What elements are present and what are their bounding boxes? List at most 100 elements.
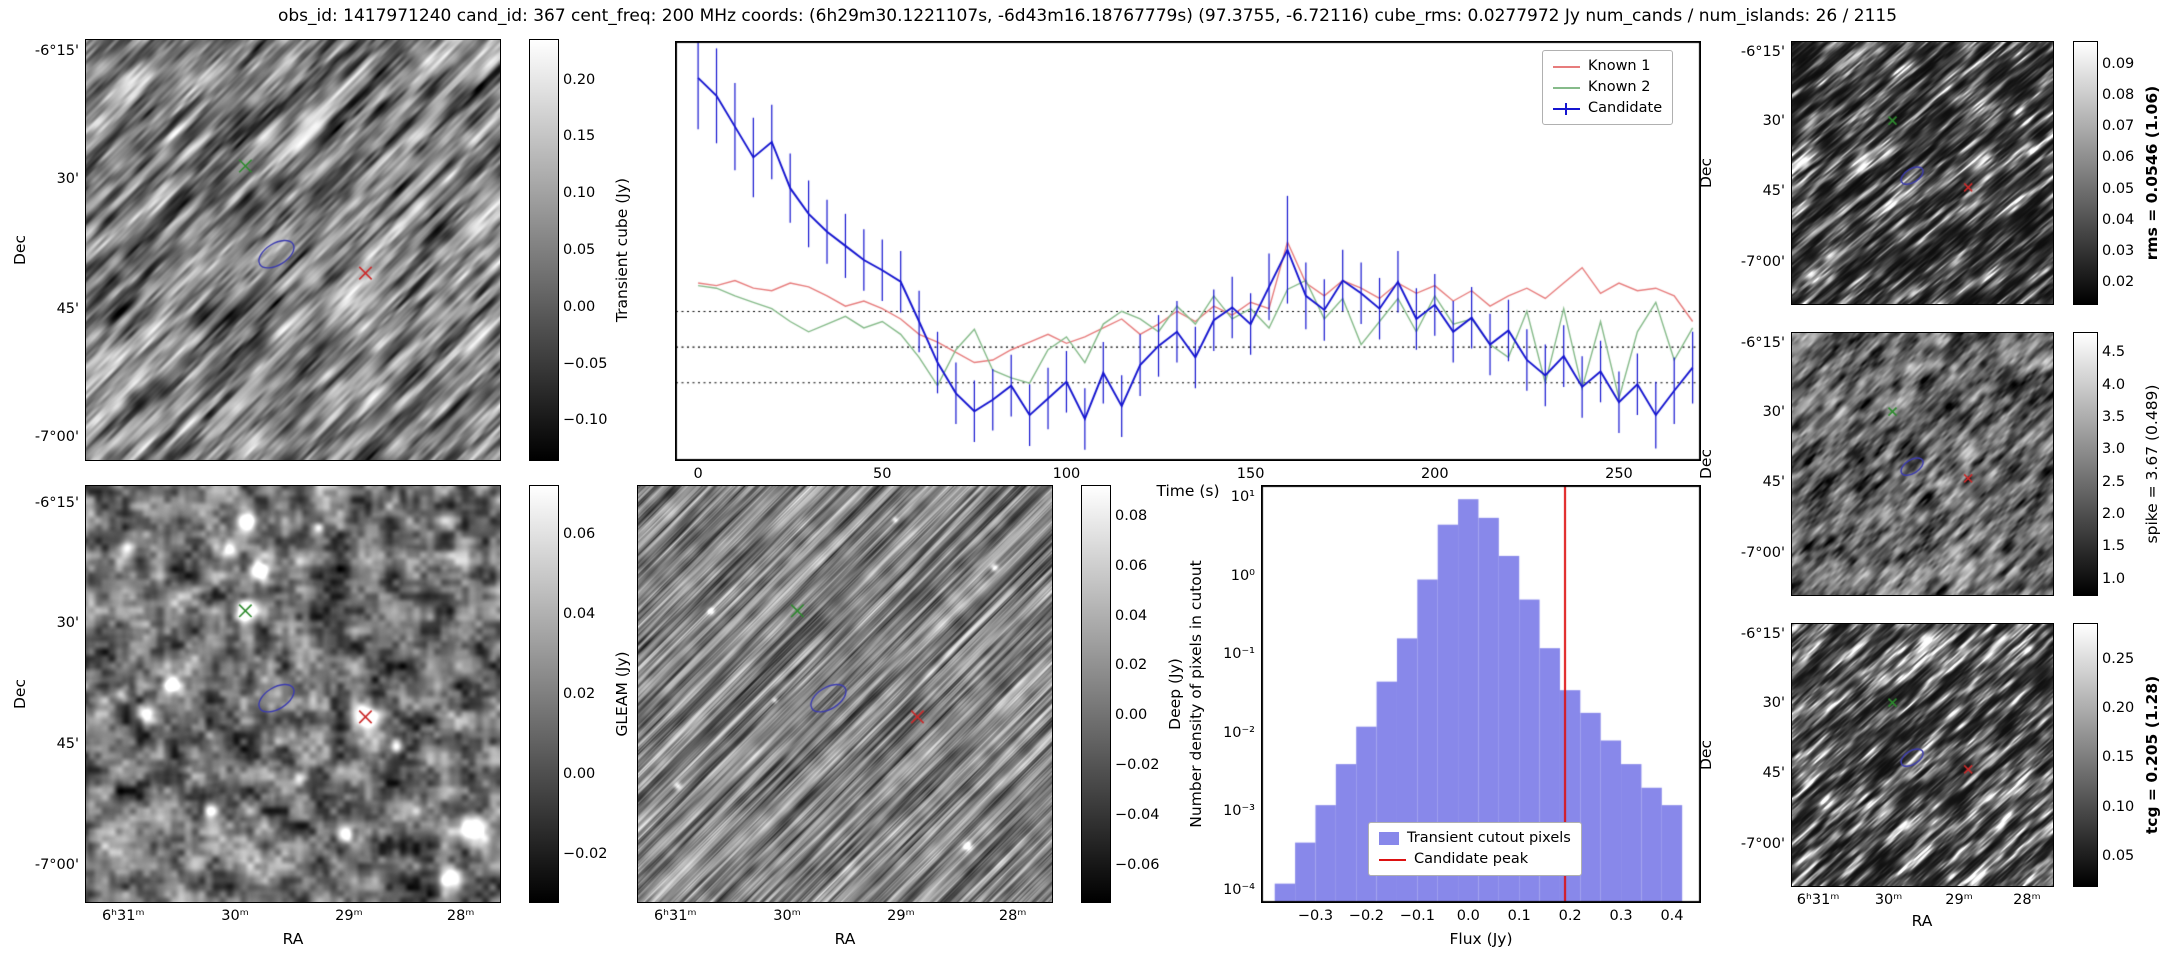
ra-tick-label: 28ᵐ bbox=[998, 908, 1027, 924]
legend-label-candidate-peak: Candidate peak bbox=[1414, 851, 1529, 867]
lightcurve-x-tick: 0 bbox=[693, 466, 703, 482]
histogram-patch-swatch bbox=[1379, 832, 1399, 845]
dec-tick-label: -7°00' bbox=[34, 856, 79, 873]
histogram-y-tick: 10⁻² bbox=[1223, 724, 1255, 741]
dec-tick-label: -6°15' bbox=[1740, 626, 1785, 643]
histogram-x-axis-label: Flux (Jy) bbox=[1449, 930, 1513, 948]
ra-tick-label: 29ᵐ bbox=[887, 908, 915, 924]
histogram-y-tick: 10⁻³ bbox=[1223, 803, 1255, 820]
ra-axis-label: RA bbox=[282, 930, 304, 948]
spike-cutout-image bbox=[1791, 332, 2054, 596]
deep-colorbar-tick: −0.04 bbox=[1115, 806, 1160, 823]
ra-tick-label: 28ᵐ bbox=[2013, 892, 2041, 908]
lightcurve-x-tick: 150 bbox=[1236, 466, 1265, 482]
ra-axis-label: RA bbox=[1911, 912, 1933, 930]
histogram-x-tick: 0.1 bbox=[1507, 908, 1531, 924]
candidate-errorbar-swatch bbox=[1553, 102, 1580, 115]
candidate-peak-line-swatch bbox=[1379, 858, 1406, 861]
tcg-colorbar-tick: 0.20 bbox=[2102, 700, 2135, 717]
rms-colorbar bbox=[2073, 41, 2098, 305]
known2-line-swatch bbox=[1553, 86, 1580, 89]
spike-colorbar-tick: 3.5 bbox=[2102, 409, 2126, 426]
legend-label-known1: Known 1 bbox=[1588, 58, 1651, 74]
histogram-x-tick: −0.3 bbox=[1297, 908, 1334, 924]
spike-colorbar-tick: 3.0 bbox=[2102, 441, 2126, 458]
dec-tick-label: -7°00' bbox=[1740, 836, 1785, 853]
dec-axis-label: Dec bbox=[1697, 740, 1715, 770]
ra-tick-label: 30ᵐ bbox=[1874, 892, 1903, 908]
legend-item-candidate: Candidate bbox=[1553, 98, 1662, 119]
rms-cutout-image bbox=[1791, 41, 2054, 305]
deep-colorbar-tick: 0.08 bbox=[1115, 507, 1148, 524]
dec-tick-label: -7°00' bbox=[1740, 545, 1785, 562]
transient-colorbar-tick: −0.10 bbox=[563, 412, 608, 429]
tcg-colorbar-tick: 0.15 bbox=[2102, 749, 2135, 766]
dec-tick-label: 45' bbox=[56, 300, 79, 317]
gleam-colorbar-tick: −0.02 bbox=[563, 846, 608, 862]
rms-colorbar-tick: 0.06 bbox=[2102, 149, 2135, 166]
histogram-x-tick: 0.3 bbox=[1609, 908, 1633, 924]
lightcurve-legend: Known 1 Known 2 Candidate bbox=[1542, 50, 1674, 125]
rms-colorbar-tick: 0.05 bbox=[2102, 180, 2135, 197]
transient-colorbar-label: Transient cube (Jy) bbox=[613, 177, 631, 323]
spike-colorbar-tick: 1.0 bbox=[2102, 570, 2126, 587]
legend-item-cutout-pixels: Transient cutout pixels bbox=[1379, 828, 1571, 849]
histogram-x-tick: 0.0 bbox=[1456, 908, 1480, 924]
ra-axis-label: RA bbox=[834, 930, 856, 948]
tcg-colorbar bbox=[2073, 623, 2098, 887]
transient-colorbar-tick: 0.00 bbox=[563, 298, 596, 315]
transient-colorbar-tick: −0.05 bbox=[563, 355, 608, 372]
dec-tick-label: -7°00' bbox=[1740, 254, 1785, 271]
deep-colorbar-tick: 0.00 bbox=[1115, 707, 1148, 724]
histogram-y-tick: 10⁰ bbox=[1230, 567, 1255, 584]
legend-label-known2: Known 2 bbox=[1588, 79, 1651, 95]
histogram-legend: Transient cutout pixels Candidate peak bbox=[1368, 822, 1582, 876]
legend-item-known2: Known 2 bbox=[1553, 77, 1662, 98]
rms-colorbar-tick: 0.09 bbox=[2102, 55, 2135, 72]
dec-axis-label: Dec bbox=[11, 679, 29, 709]
histogram-y-tick: 10⁻⁴ bbox=[1223, 881, 1255, 898]
dec-tick-label: 30' bbox=[1762, 112, 1785, 129]
histogram-x-tick: 0.2 bbox=[1558, 908, 1582, 924]
transient-colorbar-tick: 0.05 bbox=[563, 242, 596, 258]
dec-tick-label: -6°15' bbox=[1740, 335, 1785, 352]
spike-colorbar-tick: 4.0 bbox=[2102, 376, 2126, 393]
dec-tick-label: -6°15' bbox=[1740, 44, 1785, 61]
deep-colorbar-label: Deep (Jy) bbox=[1166, 658, 1184, 730]
histogram-y-axis-label: Number density of pixels in cutout bbox=[1187, 560, 1205, 828]
dec-tick-label: 45' bbox=[1762, 474, 1785, 491]
histogram-x-tick: −0.2 bbox=[1348, 908, 1385, 924]
ra-tick-label: 29ᵐ bbox=[1945, 892, 1973, 908]
transient-cube-cutout-image bbox=[85, 39, 501, 461]
spike-colorbar bbox=[2073, 332, 2098, 596]
ra-tick-label: 30ᵐ bbox=[773, 908, 801, 924]
dec-tick-label: -6°15' bbox=[34, 42, 79, 59]
dec-axis-label: Dec bbox=[11, 235, 29, 265]
tcg-colorbar-tick: 0.25 bbox=[2102, 650, 2135, 667]
ra-tick-label: 6ʰ31ᵐ bbox=[1796, 892, 1840, 908]
dec-tick-label: 45' bbox=[1762, 765, 1785, 782]
lightcurve-x-tick: 200 bbox=[1420, 466, 1449, 482]
gleam-cutout-image bbox=[85, 485, 501, 903]
legend-label-cutout-pixels: Transient cutout pixels bbox=[1407, 830, 1571, 846]
tcg-colorbar-tick: 0.10 bbox=[2102, 798, 2135, 815]
lightcurve-x-tick: 100 bbox=[1052, 466, 1081, 482]
histogram-x-tick: 0.4 bbox=[1660, 908, 1684, 924]
spike-colorbar-tick: 4.5 bbox=[2102, 344, 2126, 361]
gleam-colorbar bbox=[529, 485, 559, 903]
legend-item-candidate-peak: Candidate peak bbox=[1379, 849, 1571, 870]
transient-colorbar-tick: 0.15 bbox=[563, 128, 596, 145]
deep-colorbar-tick: 0.06 bbox=[1115, 557, 1148, 574]
gleam-colorbar-tick: 0.00 bbox=[563, 766, 596, 782]
deep-colorbar-tick: 0.02 bbox=[1115, 657, 1148, 674]
rms-colorbar-tick: 0.04 bbox=[2102, 211, 2135, 228]
gleam-colorbar-tick: 0.04 bbox=[563, 606, 596, 622]
rms-colorbar-tick: 0.03 bbox=[2102, 242, 2135, 259]
dec-tick-label: 30' bbox=[56, 615, 79, 632]
dec-tick-label: 45' bbox=[1762, 183, 1785, 200]
spike-colorbar-tick: 1.5 bbox=[2102, 538, 2126, 555]
deep-colorbar-tick: 0.04 bbox=[1115, 607, 1148, 624]
spike-colorbar-tick: 2.0 bbox=[2102, 506, 2126, 523]
gleam-colorbar-tick: 0.02 bbox=[563, 686, 596, 702]
